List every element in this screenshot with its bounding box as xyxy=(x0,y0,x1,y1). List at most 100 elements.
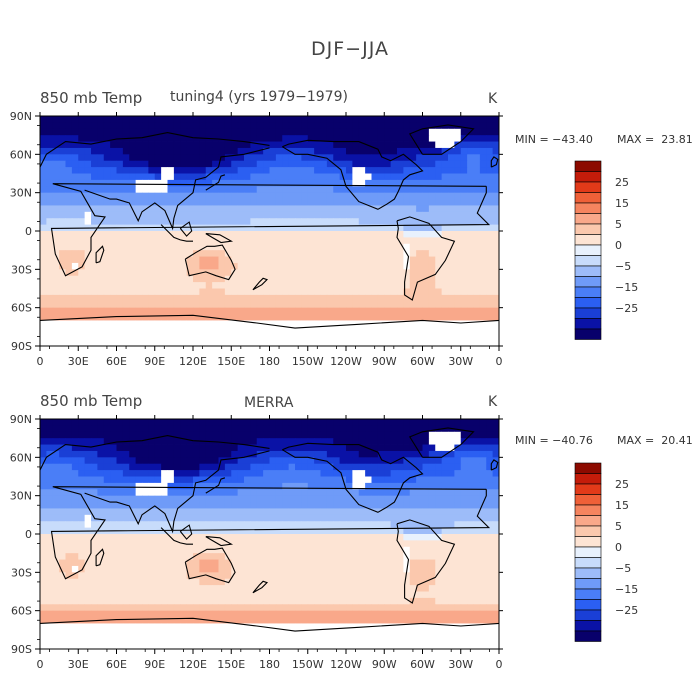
field-cell xyxy=(161,591,168,599)
field-cell xyxy=(167,444,175,452)
field-cell xyxy=(454,301,462,309)
field-cell xyxy=(428,425,436,433)
field-cell xyxy=(371,275,379,283)
field-cell xyxy=(326,438,334,445)
field-cell xyxy=(59,199,66,206)
field-cell xyxy=(52,211,60,219)
field-cell xyxy=(46,585,54,592)
field-cell xyxy=(473,275,481,283)
field-cell xyxy=(460,211,468,219)
field-cell xyxy=(448,339,455,347)
field-cell xyxy=(154,610,162,618)
field-cell xyxy=(244,167,251,174)
field-cell xyxy=(154,218,162,226)
field-cell xyxy=(142,425,149,433)
field-cell xyxy=(231,565,239,573)
field-cell xyxy=(129,282,137,289)
field-cell xyxy=(129,444,137,452)
field-cell xyxy=(460,231,468,238)
field-cell xyxy=(218,502,226,509)
field-cell xyxy=(339,450,347,458)
field-cell xyxy=(193,179,200,187)
field-cell xyxy=(65,173,73,181)
field-cell xyxy=(358,495,366,503)
field-cell xyxy=(448,597,455,605)
field-cell xyxy=(422,154,430,162)
field-cell xyxy=(422,250,430,257)
field-cell xyxy=(142,250,149,257)
field-cell xyxy=(269,147,277,155)
field-cell xyxy=(167,572,175,580)
field-cell xyxy=(416,508,423,516)
field-cell xyxy=(314,135,321,142)
field-cell xyxy=(59,585,66,592)
field-cell xyxy=(91,578,98,586)
field-cell xyxy=(448,256,455,264)
field-cell xyxy=(135,438,143,445)
field-cell xyxy=(148,288,156,296)
field-cell xyxy=(97,508,105,516)
field-cell xyxy=(307,438,315,445)
field-cell xyxy=(122,326,130,334)
field-cell xyxy=(397,141,404,149)
field-cell xyxy=(256,521,264,529)
field-cell xyxy=(161,450,168,458)
field-cell xyxy=(320,463,328,471)
field-cell xyxy=(448,578,455,586)
field-cell xyxy=(333,470,341,477)
field-cell xyxy=(346,438,353,445)
field-cell xyxy=(346,320,353,328)
field-cell xyxy=(212,199,219,206)
field-cell xyxy=(59,314,66,321)
field-cell xyxy=(479,301,487,309)
field-cell xyxy=(78,514,86,522)
field-cell xyxy=(218,489,226,497)
field-cell xyxy=(263,301,270,309)
field-cell xyxy=(78,553,86,560)
field-cell xyxy=(320,489,328,497)
field-cell xyxy=(52,256,60,264)
field-cell xyxy=(59,444,66,452)
field-cell xyxy=(295,604,302,612)
field-cell xyxy=(441,578,449,586)
field-cell xyxy=(365,527,372,535)
field-cell xyxy=(199,307,207,315)
field-cell xyxy=(377,438,385,445)
field-cell xyxy=(333,438,341,445)
field-cell xyxy=(237,578,245,586)
field-cell xyxy=(397,231,404,238)
field-cell xyxy=(358,326,366,334)
field-cell xyxy=(142,147,149,155)
field-cell xyxy=(282,231,290,238)
field-cell xyxy=(40,218,47,226)
field-cell xyxy=(218,314,226,321)
field-cell xyxy=(180,167,188,174)
field-cell xyxy=(320,192,328,200)
field-cell xyxy=(288,186,296,194)
field-cell xyxy=(371,160,379,168)
field-cell xyxy=(46,419,54,426)
field-cell xyxy=(116,514,124,522)
field-cell xyxy=(142,553,149,560)
field-cell xyxy=(52,301,60,309)
field-cell xyxy=(492,141,500,149)
field-cell xyxy=(288,237,296,245)
field-cell xyxy=(422,495,430,503)
field-cell xyxy=(288,231,296,238)
field-cell xyxy=(218,591,226,599)
field-cell xyxy=(467,205,474,213)
field-cell xyxy=(390,147,398,155)
field-cell xyxy=(441,179,449,187)
field-cell xyxy=(193,482,200,490)
field-cell xyxy=(314,128,321,136)
field-cell xyxy=(275,116,283,123)
field-cell xyxy=(78,470,86,477)
field-cell xyxy=(224,540,232,548)
field-cell xyxy=(199,419,207,426)
field-cell xyxy=(40,231,47,238)
field-cell xyxy=(371,585,379,592)
colorbar-label: 25 xyxy=(615,176,629,189)
field-cell xyxy=(358,262,366,270)
field-cell xyxy=(84,294,92,302)
field-cell xyxy=(479,288,487,296)
